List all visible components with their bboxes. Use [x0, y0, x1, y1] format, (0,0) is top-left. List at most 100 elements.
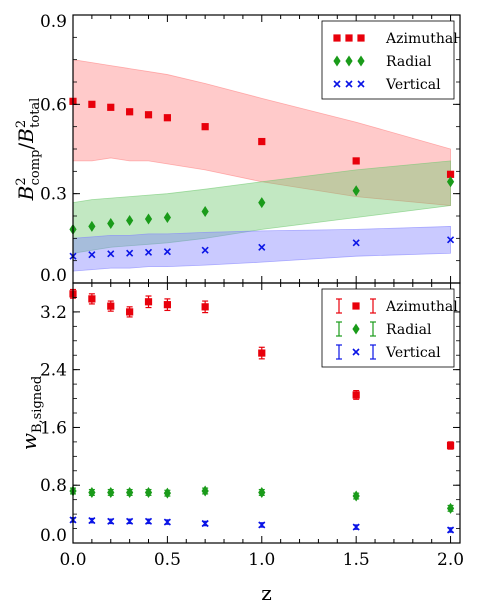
legend-marker — [333, 34, 341, 42]
legend-marker — [333, 55, 341, 67]
top-ticks: 0.0 0.3 0.6 0.9 — [40, 12, 460, 286]
point-azimuthal — [88, 100, 96, 108]
point-radial — [446, 502, 455, 514]
y-tick-label: 3.2 — [40, 303, 67, 323]
point-radial — [144, 486, 153, 498]
legend-box — [321, 288, 455, 368]
x-axis-label: z — [261, 581, 272, 605]
point-vertical — [107, 517, 115, 525]
point-vertical — [446, 236, 455, 244]
top-y-axis-label: B2comp/B2total — [14, 98, 43, 202]
point-azimuthal — [201, 303, 209, 311]
point-azimuthal — [258, 137, 266, 146]
band-vertical — [72, 226, 451, 272]
y-tick-label: 0.6 — [40, 95, 67, 115]
point-azimuthal — [352, 391, 360, 399]
ylabel-sub: B,signed — [30, 376, 45, 433]
ylabel-base: w — [17, 433, 41, 450]
ylabel-sep: / — [14, 143, 38, 150]
point-radial — [144, 213, 153, 225]
point-azimuthal — [446, 170, 455, 178]
point-vertical — [126, 249, 134, 257]
legend-marker — [357, 34, 365, 42]
point-azimuthal — [258, 349, 266, 357]
point-radial — [126, 486, 134, 498]
bottom-panel: 0.0 0.8 1.6 2.4 3.2 0.0 0.5 1.0 1.5 2.0 Azimuthal… — [17, 282, 464, 605]
x-tick-label: 2.0 — [437, 550, 464, 570]
x-tick-label: 0.0 — [59, 550, 86, 570]
point-radial — [352, 490, 360, 502]
ylabel-num-base: B — [14, 186, 38, 202]
legend-marker — [333, 80, 341, 88]
point-vertical — [446, 526, 455, 534]
y-tick-label: 0.3 — [40, 185, 67, 205]
point-vertical — [88, 251, 96, 259]
y-tick-label: 0.0 — [40, 526, 67, 546]
legend-label-azimuthal: Azimuthal — [385, 299, 458, 315]
bottom-axes-frame — [72, 282, 461, 544]
legend-label-radial: Radial — [386, 322, 432, 338]
point-vertical — [201, 246, 209, 254]
point-radial — [446, 176, 455, 188]
x-tick-label: 0.5 — [154, 550, 181, 570]
legend-label-azimuthal: Azimuthal — [385, 31, 458, 47]
point-vertical — [163, 518, 171, 526]
point-vertical — [352, 239, 360, 247]
legend-marker — [352, 302, 360, 310]
point-radial — [201, 206, 209, 218]
point-azimuthal — [107, 103, 115, 111]
point-azimuthal — [107, 302, 115, 310]
legend-marker — [352, 323, 360, 335]
legend-marker — [357, 80, 365, 88]
y-tick-label: 0.0 — [40, 266, 67, 286]
point-azimuthal — [88, 295, 96, 303]
point-radial — [258, 486, 266, 498]
y-tick-label: 2.4 — [40, 361, 67, 381]
point-radial — [88, 220, 96, 232]
point-radial — [88, 486, 96, 498]
point-vertical — [144, 517, 153, 525]
point-azimuthal — [201, 123, 209, 131]
legend-label-vertical: Vertical — [385, 77, 441, 93]
legend-marker — [352, 348, 360, 356]
point-radial — [107, 486, 115, 498]
legend-marker — [357, 55, 365, 67]
point-vertical — [201, 519, 209, 528]
legend-label-vertical: Vertical — [385, 345, 441, 361]
point-vertical — [352, 523, 360, 531]
point-radial — [126, 214, 134, 226]
ylabel-den-sup: 2 — [14, 120, 29, 128]
point-azimuthal — [163, 301, 171, 309]
ylabel-den-base: B — [14, 128, 38, 144]
top-points — [69, 97, 455, 260]
ylabel-num-sup: 2 — [14, 177, 29, 185]
x-tick-label: 1.0 — [248, 550, 275, 570]
bottom-ticks: 0.0 0.8 1.6 2.4 3.2 0.0 0.5 1.0 1.5 2.0 — [40, 282, 464, 570]
bottom-y-axis-label: wB,signed — [17, 376, 45, 450]
point-vertical — [144, 248, 153, 256]
point-radial — [201, 485, 209, 497]
legend-marker — [345, 34, 353, 42]
legend-marker — [345, 55, 353, 67]
point-azimuthal — [163, 114, 171, 122]
legend-box — [321, 20, 455, 100]
legend-marker — [345, 80, 353, 88]
y-tick-label: 1.6 — [40, 418, 67, 438]
point-azimuthal — [126, 308, 134, 316]
point-radial — [352, 185, 360, 197]
point-vertical — [126, 517, 134, 525]
y-tick-label: 0.8 — [40, 476, 67, 496]
point-vertical — [258, 521, 266, 529]
point-vertical — [258, 243, 266, 251]
point-azimuthal — [126, 108, 134, 116]
x-tick-label: 1.5 — [343, 550, 370, 570]
point-radial — [163, 211, 171, 223]
point-azimuthal — [144, 111, 153, 119]
point-azimuthal — [144, 298, 153, 306]
bottom-legend: Azimuthal Radial Vertical — [321, 288, 458, 368]
point-vertical — [107, 250, 115, 258]
ylabel-num-sub: comp — [28, 150, 43, 186]
point-azimuthal — [446, 441, 455, 450]
y-tick-label: 0.9 — [40, 12, 67, 32]
